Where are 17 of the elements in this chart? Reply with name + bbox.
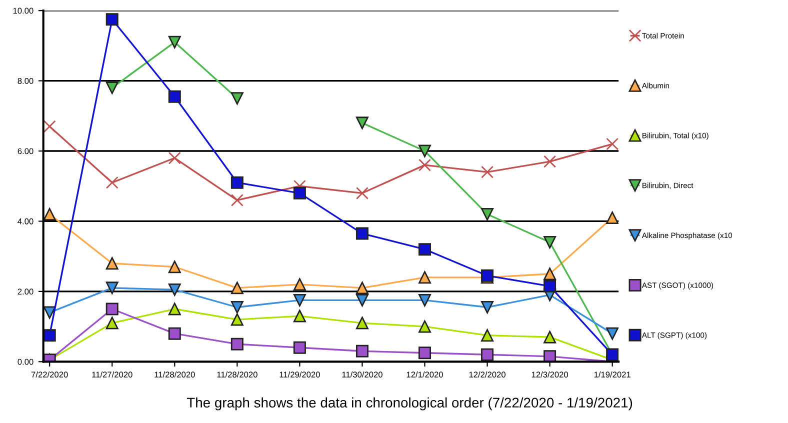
x-tick-label: 12/1/2020 <box>406 371 443 378</box>
y-tick-label: 10.00 <box>13 8 34 14</box>
y-tick-label: 4.00 <box>18 218 34 224</box>
x-tick-label: 11/28/2020 <box>154 371 195 378</box>
x-tick-label: 7/22/2020 <box>31 371 68 378</box>
y-tick-label: 8.00 <box>18 78 34 84</box>
text: The graph shows the data in chronological order (7/22/2020 - 1/19/2021) <box>186 397 632 410</box>
x-tick-label: 11/30/2020 <box>342 371 382 378</box>
y-tick-label: 2.00 <box>18 288 34 295</box>
x-tick-label: 11/28/2020 <box>217 371 258 378</box>
y-tick-label: 6.00 <box>18 148 34 154</box>
y-tick-label: 0.00 <box>18 358 34 365</box>
x-tick-label: 1/19/2021 <box>594 371 630 378</box>
x-tick-label: 11/27/2020 <box>92 371 132 378</box>
x-tick-label: 11/29/2020 <box>280 371 320 378</box>
x-tick-label: 12/3/2020 <box>532 371 568 378</box>
x-tick-label: 12/2/2020 <box>469 371 506 378</box>
